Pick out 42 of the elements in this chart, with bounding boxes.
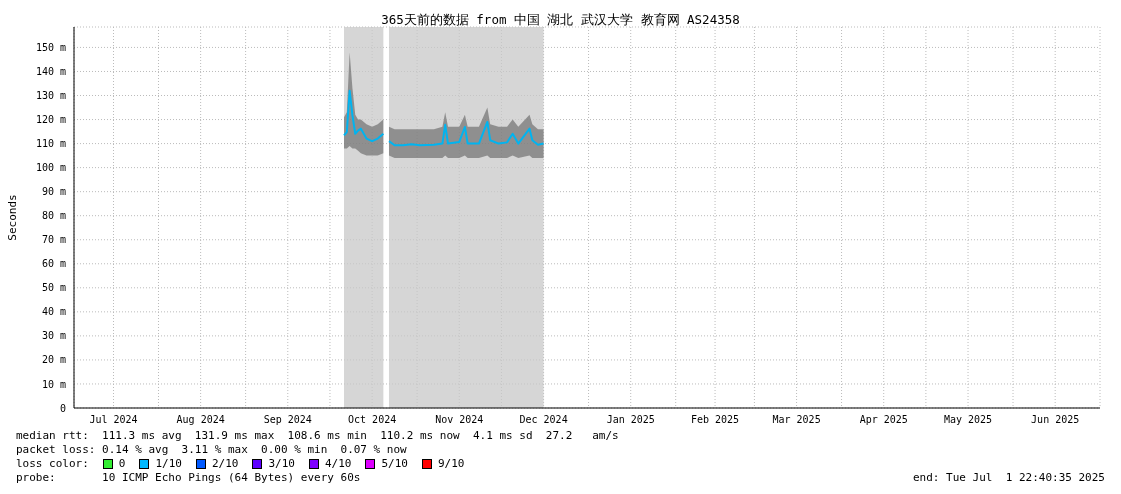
- y-axis-title: Seconds: [5, 194, 19, 241]
- y-tick-label: 130 m: [35, 90, 66, 102]
- x-tick-label: Nov 2024: [435, 414, 484, 426]
- y-tick-label: 70 m: [41, 234, 66, 246]
- y-tick-label: 0: [59, 402, 66, 414]
- x-tick-label: Aug 2024: [176, 414, 225, 426]
- text: 4/10: [324, 457, 352, 471]
- text: 5/10: [380, 457, 408, 471]
- y-tick-label: 40 m: [41, 306, 66, 318]
- y-tick-label: 80 m: [41, 210, 66, 222]
- y-tick-label: 100 m: [35, 162, 66, 174]
- y-tick-label: 150 m: [35, 41, 66, 53]
- y-tick-label: 30 m: [41, 330, 66, 342]
- x-tick-label: Jan 2025: [606, 414, 655, 426]
- x-tick-label: Jul 2024: [89, 414, 138, 426]
- x-tick-label: Mar 2025: [772, 414, 821, 426]
- text: packet loss: 0.14 % avg 3.11 % max 0.00 % min 0.07 % now: [16, 443, 408, 457]
- text: 3/10: [267, 457, 295, 471]
- x-tick-label: Jun 2025: [1031, 414, 1080, 426]
- text: 2/10: [211, 457, 239, 471]
- x-tick-label: Apr 2025: [859, 414, 908, 426]
- y-tick-label: 60 m: [41, 258, 66, 270]
- text: 9/10: [437, 457, 465, 471]
- text: median rtt: 111.3 ms avg 131.9 ms max 108.6 ms min 110.2 ms now 4.1 ms sd 27.2 am/s: [16, 429, 620, 443]
- y-tick-label: 50 m: [41, 282, 66, 294]
- x-tick-label: May 2025: [943, 414, 993, 426]
- y-tick-label: 110 m: [35, 138, 66, 150]
- y-tick-label: 10 m: [41, 378, 66, 390]
- y-tick-label: 90 m: [41, 186, 66, 198]
- y-tick-label: 20 m: [41, 354, 66, 366]
- x-tick-label: Dec 2024: [519, 414, 568, 426]
- text: loss color:: [16, 457, 89, 471]
- text: end: Tue Jul 1 22:40:35 2025: [912, 471, 1105, 485]
- chart-title: 365天前的数据 from 中国 湖北 武汉大学 教育网 AS24358: [380, 12, 741, 29]
- x-tick-label: Sep 2024: [263, 414, 312, 426]
- x-tick-label: Feb 2025: [690, 414, 740, 426]
- text: 0: [117, 457, 126, 471]
- text: 1/10: [154, 457, 182, 471]
- y-tick-label: 140 m: [35, 66, 66, 78]
- x-tick-label: Oct 2024: [348, 414, 397, 426]
- text: probe: 10 ICMP Echo Pings (64 Bytes) every 60s: [16, 471, 361, 485]
- y-tick-label: 120 m: [35, 114, 66, 126]
